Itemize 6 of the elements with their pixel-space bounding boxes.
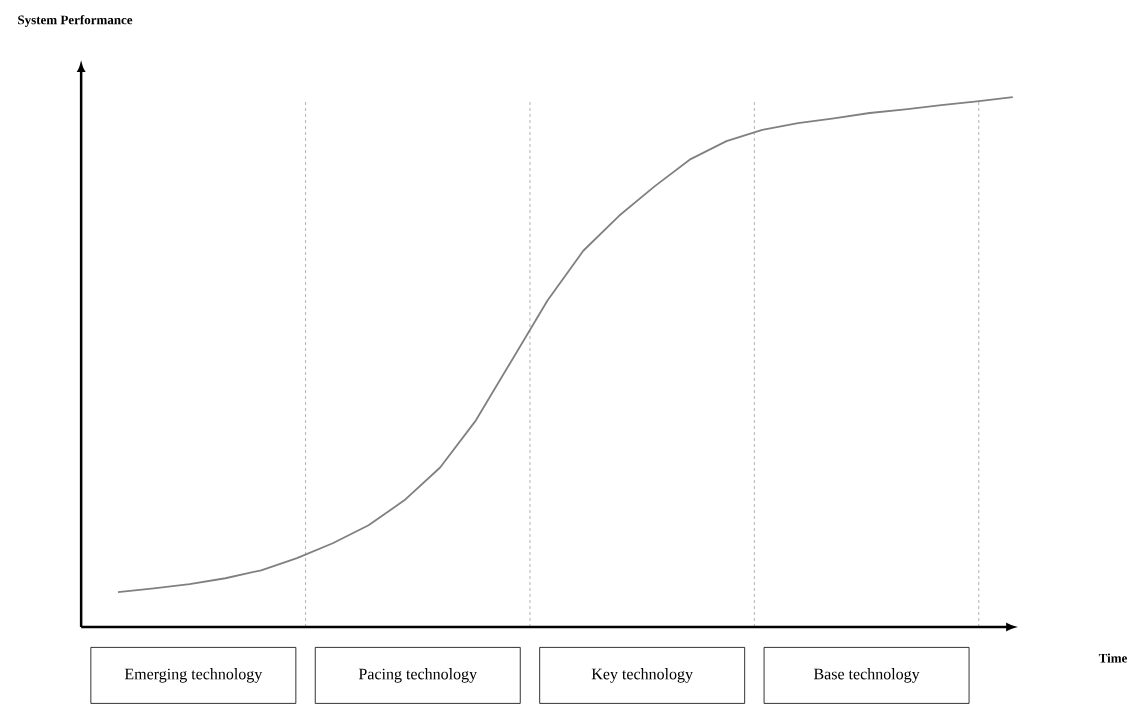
text: Base technology bbox=[813, 668, 920, 683]
text: Emerging technology bbox=[124, 668, 263, 683]
text: Pacing technology bbox=[358, 668, 478, 683]
text: Key technology bbox=[591, 668, 693, 683]
text: Time bbox=[1098, 653, 1127, 663]
text: System Performance bbox=[18, 15, 133, 27]
